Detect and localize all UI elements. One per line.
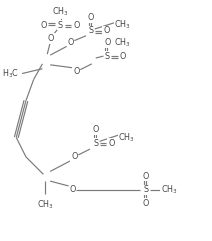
Text: O: O [108, 139, 114, 148]
Text: O: O [120, 52, 126, 60]
Text: O: O [104, 38, 110, 47]
Text: O: O [69, 185, 76, 194]
Text: O: O [143, 172, 149, 181]
Text: O: O [73, 67, 80, 76]
Text: O: O [143, 199, 149, 208]
Text: O: O [48, 34, 54, 43]
Text: O: O [40, 20, 47, 30]
Text: CH$_3$: CH$_3$ [118, 131, 135, 144]
Text: O: O [71, 152, 78, 161]
Text: O: O [73, 20, 80, 30]
Text: H$_3$C: H$_3$C [2, 67, 19, 80]
Text: CH$_3$: CH$_3$ [114, 36, 131, 49]
Text: S: S [93, 139, 98, 148]
Text: O: O [103, 27, 110, 35]
Text: CH$_3$: CH$_3$ [52, 5, 69, 18]
Text: S: S [88, 27, 93, 35]
Text: S: S [105, 52, 110, 60]
Text: O: O [67, 38, 74, 47]
Text: S: S [144, 185, 149, 194]
Text: CH$_3$: CH$_3$ [161, 184, 178, 196]
Text: S: S [57, 20, 62, 30]
Text: CH$_3$: CH$_3$ [37, 198, 54, 211]
Text: O: O [88, 13, 94, 22]
Text: O: O [92, 125, 99, 134]
Text: CH$_3$: CH$_3$ [114, 19, 131, 31]
